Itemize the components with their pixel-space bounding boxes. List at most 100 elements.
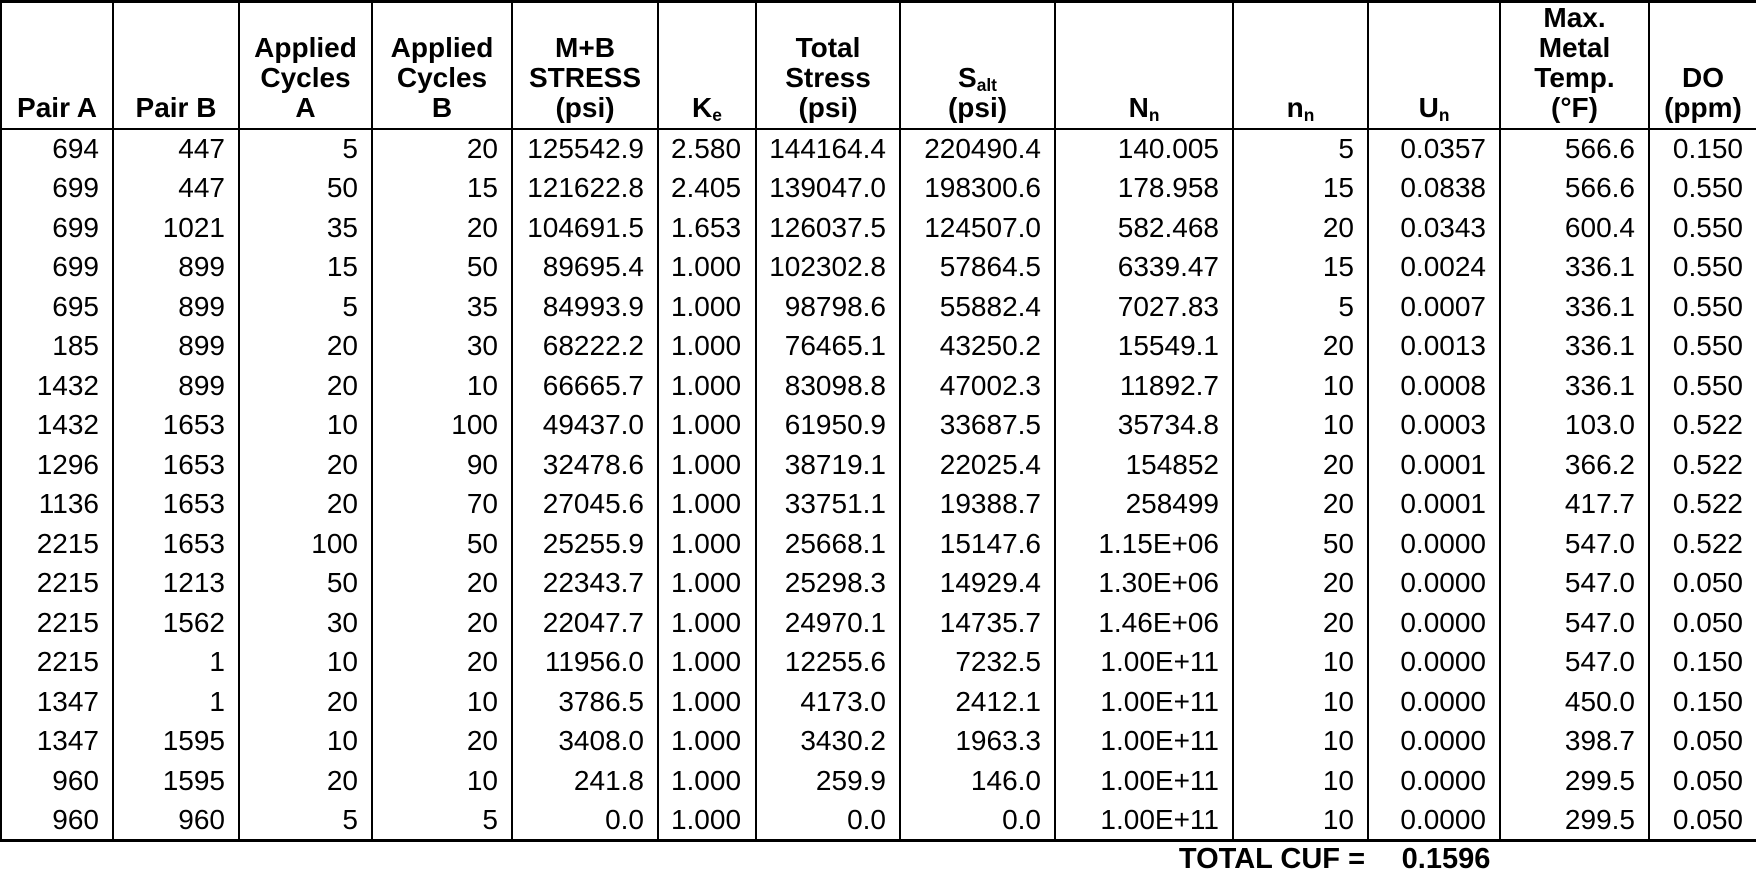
cell-max-metal-temp-f: 566.6 — [1499, 168, 1650, 208]
cell-usage-factor-un: 0.0001 — [1367, 484, 1501, 524]
cell-pair-a: 1296 — [0, 445, 114, 485]
cell-applied-cycles-a: 20 — [238, 326, 373, 366]
cell-pair-b: 447 — [112, 129, 240, 169]
cell-pair-b: 960 — [112, 800, 240, 840]
cell-do-ppm: 0.550 — [1648, 366, 1756, 406]
cell-applied-cycles-b: 30 — [371, 326, 513, 366]
cell-mb-stress-psi: 22047.7 — [511, 603, 659, 643]
cell-applied-cycles-nn: 5 — [1232, 287, 1369, 327]
cell-mb-stress-psi: 3408.0 — [511, 721, 659, 761]
cell-applied-cycles-a: 5 — [238, 287, 373, 327]
cell-applied-cycles-a: 30 — [238, 603, 373, 643]
cell-total-stress-psi: 38719.1 — [755, 445, 901, 485]
cell-do-ppm: 0.150 — [1648, 682, 1756, 722]
cell-salt-psi: 57864.5 — [899, 247, 1056, 287]
cell-applied-cycles-nn: 10 — [1232, 800, 1369, 840]
cell-do-ppm: 0.550 — [1648, 168, 1756, 208]
table-row: 699 447 50 15 121622.8 2.405 139047.0 198300.6 1… — [0, 168, 1756, 208]
cell-do-ppm: 0.522 — [1648, 445, 1756, 485]
column-header-pair-b: Pair B — [112, 1, 240, 130]
cell-applied-cycles-a: 10 — [238, 405, 373, 445]
cell-applied-cycles-nn: 10 — [1232, 721, 1369, 761]
cell-mb-stress-psi: 125542.9 — [511, 129, 659, 169]
cell-mb-stress-psi: 66665.7 — [511, 366, 659, 406]
cell-mb-stress-psi: 104691.5 — [511, 208, 659, 248]
cell-total-stress-psi: 98798.6 — [755, 287, 901, 327]
table-row: 695 899 5 35 84993.9 1.000 98798.6 55882.4 7027.… — [0, 287, 1756, 327]
column-header-allowable-cycles-nn: Nn — [1054, 1, 1234, 130]
table-row: 2215 1562 30 20 22047.7 1.000 24970.1 14735.7 1.… — [0, 603, 1756, 643]
cell-do-ppm: 0.050 — [1648, 800, 1756, 840]
cell-applied-cycles-b: 20 — [371, 208, 513, 248]
cell-allowable-cycles-nn: 1.00E+11 — [1054, 642, 1234, 682]
column-header-applied-cycles-nn: nn — [1232, 1, 1369, 130]
cell-pair-b: 1653 — [112, 405, 240, 445]
cell-ke: 1.000 — [657, 366, 757, 406]
table-row: 1432 1653 10 100 49437.0 1.000 61950.9 33687.5 3… — [0, 405, 1756, 445]
cell-applied-cycles-a: 20 — [238, 484, 373, 524]
cell-applied-cycles-nn: 20 — [1232, 326, 1369, 366]
cell-pair-b: 1213 — [112, 563, 240, 603]
cell-mb-stress-psi: 68222.2 — [511, 326, 659, 366]
total-cuf-row: TOTAL CUF = 0.1596 — [0, 844, 1756, 874]
cell-do-ppm: 0.550 — [1648, 287, 1756, 327]
cell-total-stress-psi: 3430.2 — [755, 721, 901, 761]
cell-max-metal-temp-f: 547.0 — [1499, 563, 1650, 603]
cell-do-ppm: 0.550 — [1648, 326, 1756, 366]
cell-applied-cycles-b: 20 — [371, 721, 513, 761]
cell-ke: 1.000 — [657, 484, 757, 524]
cell-salt-psi: 7232.5 — [899, 642, 1056, 682]
column-header-salt-psi: Salt (psi) — [899, 1, 1056, 130]
cell-applied-cycles-a: 20 — [238, 366, 373, 406]
cell-total-stress-psi: 25298.3 — [755, 563, 901, 603]
table-row: 960 960 5 5 0.0 1.000 0.0 0.0 1.00E+11 10 0.0000 29… — [0, 800, 1756, 840]
cell-max-metal-temp-f: 566.6 — [1499, 129, 1650, 169]
cell-applied-cycles-a: 100 — [238, 524, 373, 564]
cell-ke: 1.000 — [657, 563, 757, 603]
cell-pair-a: 960 — [0, 800, 114, 840]
cell-ke: 1.000 — [657, 524, 757, 564]
cell-ke: 2.405 — [657, 168, 757, 208]
cell-applied-cycles-b: 10 — [371, 761, 513, 801]
table-row: 1347 1 20 10 3786.5 1.000 4173.0 2412.1 1.00E+11… — [0, 682, 1756, 722]
cell-do-ppm: 0.550 — [1648, 208, 1756, 248]
cell-allowable-cycles-nn: 154852 — [1054, 445, 1234, 485]
cell-mb-stress-psi: 27045.6 — [511, 484, 659, 524]
cell-max-metal-temp-f: 336.1 — [1499, 247, 1650, 287]
cell-total-stress-psi: 0.0 — [755, 800, 901, 840]
cell-pair-a: 185 — [0, 326, 114, 366]
table-row: 699 1021 35 20 104691.5 1.653 126037.5 124507.0… — [0, 208, 1756, 248]
column-header-do-ppm: DO (ppm) — [1648, 1, 1756, 130]
cell-max-metal-temp-f: 299.5 — [1499, 800, 1650, 840]
column-header-max-metal-temp-f: Max. Metal Temp. (°F) — [1499, 1, 1650, 130]
cell-allowable-cycles-nn: 6339.47 — [1054, 247, 1234, 287]
cell-applied-cycles-b: 5 — [371, 800, 513, 840]
table-row: 694 447 5 20 125542.9 2.580 144164.4 220490.4 14… — [0, 129, 1756, 169]
cell-do-ppm: 0.550 — [1648, 247, 1756, 287]
cell-do-ppm: 0.050 — [1648, 761, 1756, 801]
table-header: Pair A Pair B Applied Cycles A Applied Cycles B… — [0, 1, 1756, 130]
table-row: 1296 1653 20 90 32478.6 1.000 38719.1 22025.4 15… — [0, 445, 1756, 485]
cell-applied-cycles-nn: 50 — [1232, 524, 1369, 564]
cell-applied-cycles-a: 5 — [238, 129, 373, 169]
cell-allowable-cycles-nn: 1.30E+06 — [1054, 563, 1234, 603]
cell-salt-psi: 22025.4 — [899, 445, 1056, 485]
cell-max-metal-temp-f: 103.0 — [1499, 405, 1650, 445]
cell-usage-factor-un: 0.0003 — [1367, 405, 1501, 445]
cell-max-metal-temp-f: 299.5 — [1499, 761, 1650, 801]
column-header-total-stress-psi: Total Stress (psi) — [755, 1, 901, 130]
cell-do-ppm: 0.050 — [1648, 603, 1756, 643]
cell-max-metal-temp-f: 547.0 — [1499, 603, 1650, 643]
cell-pair-b: 1595 — [112, 761, 240, 801]
column-header-mb-stress-psi: M+B STRESS (psi) — [511, 1, 659, 130]
cell-mb-stress-psi: 121622.8 — [511, 168, 659, 208]
cell-applied-cycles-nn: 15 — [1232, 247, 1369, 287]
cell-max-metal-temp-f: 366.2 — [1499, 445, 1650, 485]
cell-allowable-cycles-nn: 11892.7 — [1054, 366, 1234, 406]
cell-mb-stress-psi: 25255.9 — [511, 524, 659, 564]
cell-applied-cycles-nn: 20 — [1232, 208, 1369, 248]
cell-applied-cycles-nn: 10 — [1232, 682, 1369, 722]
cell-do-ppm: 0.522 — [1648, 484, 1756, 524]
cell-max-metal-temp-f: 600.4 — [1499, 208, 1650, 248]
